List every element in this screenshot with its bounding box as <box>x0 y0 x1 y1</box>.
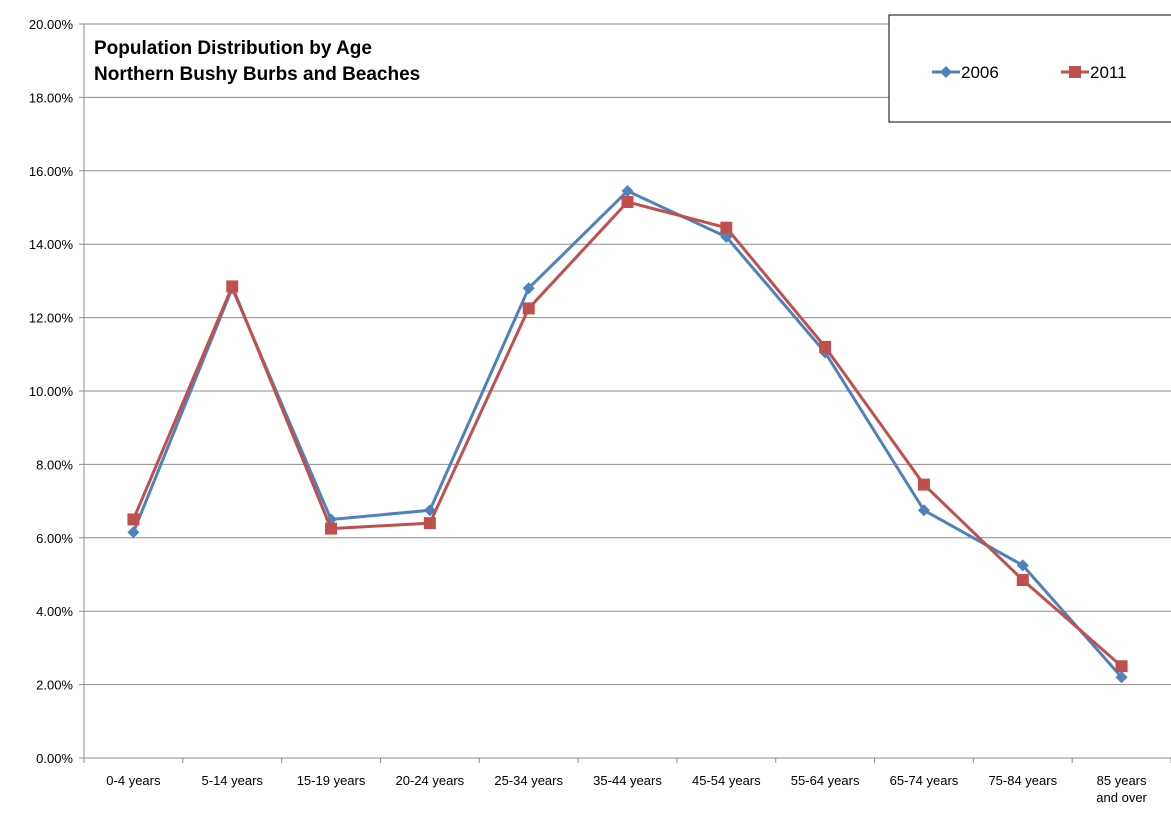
x-tick-label: 35-44 years <box>593 773 662 788</box>
series-2006 <box>127 184 1128 684</box>
x-tick-label: 55-64 years <box>791 773 860 788</box>
axes: 0.00% 2.00% 4.00% 6.00% 8.00% 10.00% 12.00% 14.… <box>29 17 1171 805</box>
legend-item-2011: 2011 <box>1061 63 1127 82</box>
x-tick-label: 20-24 years <box>396 773 465 788</box>
y-tick-label: 6.00% <box>36 531 73 546</box>
data-point <box>522 302 535 315</box>
data-point <box>423 517 436 530</box>
y-tick-label: 16.00% <box>29 164 74 179</box>
legend-marker <box>940 66 952 78</box>
gridlines <box>84 23 1171 686</box>
x-tick-label: 65-74 years <box>890 773 959 788</box>
legend-marker <box>1069 66 1081 78</box>
data-point <box>720 230 733 243</box>
legend-items: 2006 2011 <box>932 63 1127 82</box>
y-tick-label: 10.00% <box>29 384 74 399</box>
data-point <box>819 340 832 353</box>
data-point <box>621 195 634 208</box>
x-tick-label: 25-34 years <box>494 773 563 788</box>
legend-item-2006: 2006 <box>932 63 999 82</box>
legend-box <box>888 14 1171 123</box>
data-point <box>127 513 140 526</box>
y-tick-label: 4.00% <box>36 604 73 619</box>
y-tick-label: 20.00% <box>29 17 74 32</box>
y-tick-label: 0.00% <box>36 751 73 766</box>
chart-title-line-1: Population Distribution by Age <box>94 38 372 59</box>
series-lines <box>127 184 1128 684</box>
data-point <box>325 522 338 535</box>
data-point <box>522 282 535 295</box>
y-tick-label: 8.00% <box>36 457 73 472</box>
data-point <box>1016 559 1029 572</box>
x-tick-label: 45-54 years <box>692 773 761 788</box>
x-tick-label: 15-19 years <box>297 773 366 788</box>
series-line <box>132 189 1123 679</box>
x-tick-label: 5-14 years <box>202 773 264 788</box>
data-point <box>1115 660 1128 673</box>
series-line <box>132 200 1123 668</box>
data-point <box>720 221 733 234</box>
chart-title: Population Distribution by Age Northern … <box>94 38 420 85</box>
data-point <box>917 504 930 517</box>
y-tick-label: 14.00% <box>29 237 74 252</box>
data-point <box>917 478 930 491</box>
y-tick-label: 2.00% <box>36 678 73 693</box>
x-tick-label: 85 years <box>1097 773 1147 788</box>
series-2011 <box>127 195 1128 673</box>
legend: 2006 2011 <box>888 14 1171 123</box>
y-tick-label: 12.00% <box>29 311 74 326</box>
x-tick-label: 75-84 years <box>988 773 1057 788</box>
legend-label: 2006 <box>961 63 999 82</box>
x-tick-label: 0-4 years <box>106 773 161 788</box>
data-point <box>423 504 436 517</box>
x-tick-label: and over <box>1096 790 1147 805</box>
chart-subtitle: Northern Bushy Burbs and Beaches <box>94 64 420 85</box>
legend-label: 2011 <box>1090 63 1127 82</box>
data-point <box>1115 671 1128 684</box>
data-point <box>1016 574 1029 587</box>
data-point <box>127 526 140 539</box>
y-tick-label: 18.00% <box>29 90 74 105</box>
data-point <box>621 184 634 197</box>
data-point <box>226 280 239 293</box>
